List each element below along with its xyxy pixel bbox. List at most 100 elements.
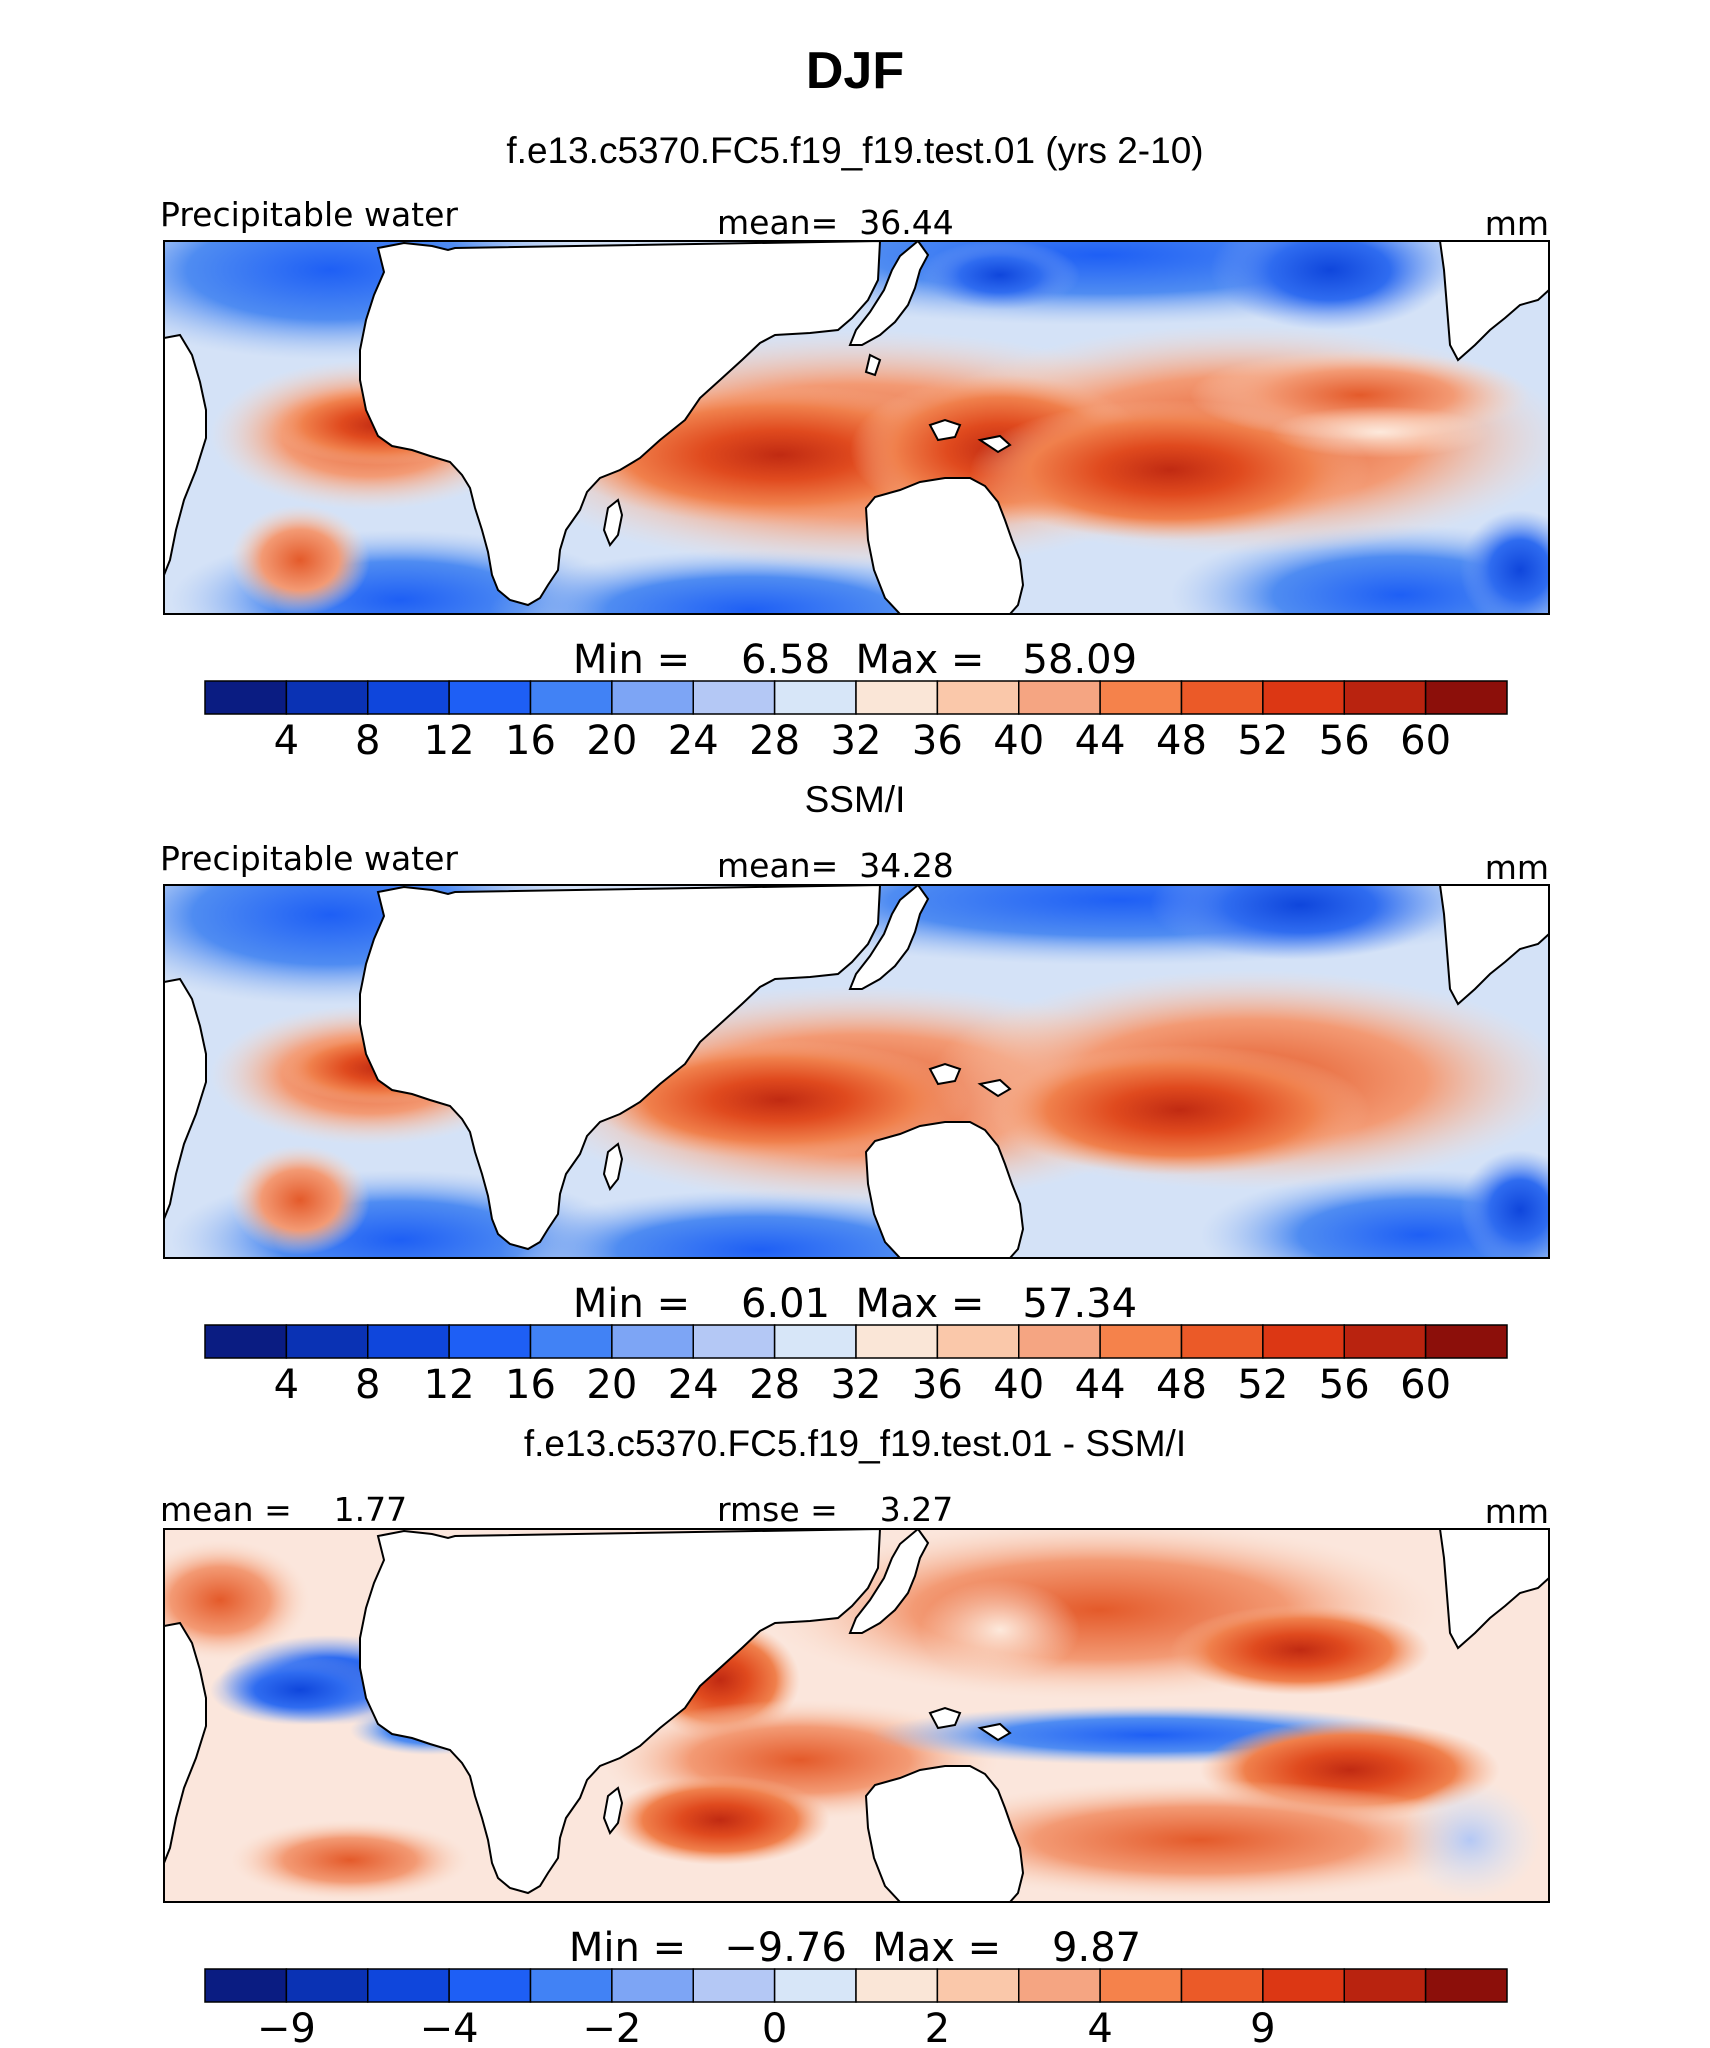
mean-label: mean= 34.28 bbox=[717, 846, 954, 885]
colorbar-swatch bbox=[692, 680, 776, 715]
colorbar: 4 8 12 16 20 24 28 32 36 40 44 48 52 56 60 bbox=[204, 680, 1508, 764]
colorbar-tick-label: 8 bbox=[355, 1362, 380, 1408]
colorbar-swatch bbox=[1424, 1324, 1508, 1359]
colorbar-tick-label: 4 bbox=[274, 1362, 299, 1408]
colorbar: −9 −4 −2 0 2 4 9 bbox=[204, 1968, 1508, 2048]
colorbar-swatch bbox=[936, 1968, 1020, 2003]
colorbar-tick-label: 60 bbox=[1400, 1362, 1451, 1408]
difference-map bbox=[164, 1529, 1549, 1902]
colorbar-swatch bbox=[367, 1968, 450, 2003]
colorbar-tick-label: −4 bbox=[420, 2006, 479, 2048]
colorbar-tick-label: 36 bbox=[912, 1362, 963, 1408]
colorbar-tick-label: 24 bbox=[668, 1362, 719, 1408]
colorbar-swatch bbox=[855, 680, 939, 715]
colorbar-tick-label: 48 bbox=[1156, 1362, 1207, 1408]
colorbar-swatch bbox=[204, 680, 288, 715]
colorbar-swatch bbox=[1262, 1324, 1345, 1359]
colorbar-swatch bbox=[1262, 1968, 1345, 2003]
colorbar-swatch bbox=[204, 1968, 288, 2003]
units-label: mm bbox=[1485, 204, 1549, 243]
colorbar-swatch bbox=[1180, 680, 1264, 715]
figure-title: DJF bbox=[806, 42, 904, 100]
colorbar: 4 8 12 16 20 24 28 32 36 40 44 48 52 56 60 bbox=[204, 1324, 1508, 1408]
colorbar-tick-label: 44 bbox=[1075, 718, 1126, 764]
colorbar-swatch bbox=[1099, 1968, 1183, 2003]
colorbar-tick-label: 20 bbox=[586, 718, 637, 764]
colorbar-swatch bbox=[936, 1324, 1020, 1359]
colorbar-swatch bbox=[529, 1968, 613, 2003]
units-label: mm bbox=[1485, 1492, 1549, 1531]
colorbar-tick-label: 52 bbox=[1237, 718, 1288, 764]
colorbar-swatch bbox=[1180, 1324, 1264, 1359]
colorbar-swatch bbox=[1180, 1968, 1264, 2003]
map-frame bbox=[163, 240, 1550, 615]
mean-label: mean= 36.44 bbox=[717, 203, 954, 242]
panel-model: f.e13.c5370.FC5.f19_f19.test.01 (yrs 2-1… bbox=[160, 130, 1550, 764]
panel-difference: f.e13.c5370.FC5.f19_f19.test.01 - SSM/I … bbox=[160, 1423, 1550, 2048]
panel-title: f.e13.c5370.FC5.f19_f19.test.01 - SSM/I bbox=[524, 1423, 1186, 1464]
panel-observation: SSM/I Precipitable water mean= 34.28 mm bbox=[160, 779, 1550, 1408]
colorbar-swatch bbox=[611, 680, 694, 715]
colorbar-swatch bbox=[1343, 1324, 1427, 1359]
colorbar-swatch bbox=[529, 1324, 613, 1359]
colorbar-swatch bbox=[448, 1968, 532, 2003]
colorbar-tick-label: 20 bbox=[586, 1362, 637, 1408]
colorbar-swatch bbox=[1099, 680, 1183, 715]
colorbar-tick-label: 12 bbox=[424, 718, 475, 764]
colorbar-tick-label: 12 bbox=[424, 1362, 475, 1408]
colorbar-tick-label: 8 bbox=[355, 718, 380, 764]
colorbar-tick-label: 60 bbox=[1400, 718, 1451, 764]
variable-label: Precipitable water bbox=[160, 195, 458, 234]
units-label: mm bbox=[1485, 848, 1549, 887]
colorbar-swatch bbox=[611, 1324, 694, 1359]
panel-title: SSM/I bbox=[805, 779, 906, 820]
colorbar-swatch bbox=[448, 680, 532, 715]
map-frame bbox=[163, 1528, 1550, 1903]
colorbar-tick-label: 4 bbox=[1087, 2006, 1112, 2048]
colorbar-swatch bbox=[285, 1324, 369, 1359]
colorbar-tick-label: −2 bbox=[582, 2006, 641, 2048]
map-frame bbox=[163, 884, 1550, 1259]
minmax-label: Min = 6.58 Max = 58.09 bbox=[573, 637, 1137, 683]
colorbar-tick-label: 40 bbox=[993, 1362, 1044, 1408]
colorbar-tick-label: 36 bbox=[912, 718, 963, 764]
colorbar-tick-label: 44 bbox=[1075, 1362, 1126, 1408]
colorbar-tick-label: 48 bbox=[1156, 718, 1207, 764]
colorbar-tick-label: 28 bbox=[749, 718, 800, 764]
colorbar-swatch bbox=[611, 1968, 694, 2003]
colorbar-swatch bbox=[1018, 1968, 1101, 2003]
colorbar-swatch bbox=[448, 1324, 532, 1359]
colorbar-tick-label: 56 bbox=[1319, 718, 1370, 764]
colorbar-tick-label: 28 bbox=[749, 1362, 800, 1408]
colorbar-swatch bbox=[529, 680, 613, 715]
colorbar-tick-label: 56 bbox=[1319, 1362, 1370, 1408]
colorbar-tick-label: 40 bbox=[993, 718, 1044, 764]
colorbar-swatch bbox=[773, 1324, 857, 1359]
colorbar-tick-label: 0 bbox=[762, 2006, 787, 2048]
panel-title: f.e13.c5370.FC5.f19_f19.test.01 (yrs 2-1… bbox=[506, 130, 1203, 171]
colorbar-swatch bbox=[1262, 680, 1345, 715]
colorbar-swatch bbox=[1424, 680, 1508, 715]
colorbar-swatch bbox=[773, 1968, 857, 2003]
colorbar-swatch bbox=[367, 1324, 450, 1359]
colorbar-swatch bbox=[367, 680, 450, 715]
colorbar-swatch bbox=[1018, 1324, 1101, 1359]
minmax-label: Min = 6.01 Max = 57.34 bbox=[573, 1281, 1137, 1327]
colorbar-tick-label: 32 bbox=[831, 718, 882, 764]
colorbar-swatch bbox=[285, 680, 369, 715]
colorbar-tick-label: 16 bbox=[505, 718, 556, 764]
colorbar-tick-label: 16 bbox=[505, 1362, 556, 1408]
colorbar-tick-label: 32 bbox=[831, 1362, 882, 1408]
rmse-label: rmse = 3.27 bbox=[717, 1490, 953, 1529]
colorbar-swatch bbox=[1343, 680, 1427, 715]
colorbar-swatch bbox=[1424, 1968, 1508, 2003]
minmax-label: Min = −9.76 Max = 9.87 bbox=[569, 1925, 1141, 1971]
colorbar-tick-label: −9 bbox=[257, 2006, 316, 2048]
colorbar-swatch bbox=[855, 1968, 939, 2003]
colorbar-swatch bbox=[204, 1324, 288, 1359]
colorbar-swatch bbox=[936, 680, 1020, 715]
colorbar-tick-label: 24 bbox=[668, 718, 719, 764]
colorbar-tick-label: 2 bbox=[925, 2006, 950, 2048]
colorbar-tick-label: 4 bbox=[274, 718, 299, 764]
